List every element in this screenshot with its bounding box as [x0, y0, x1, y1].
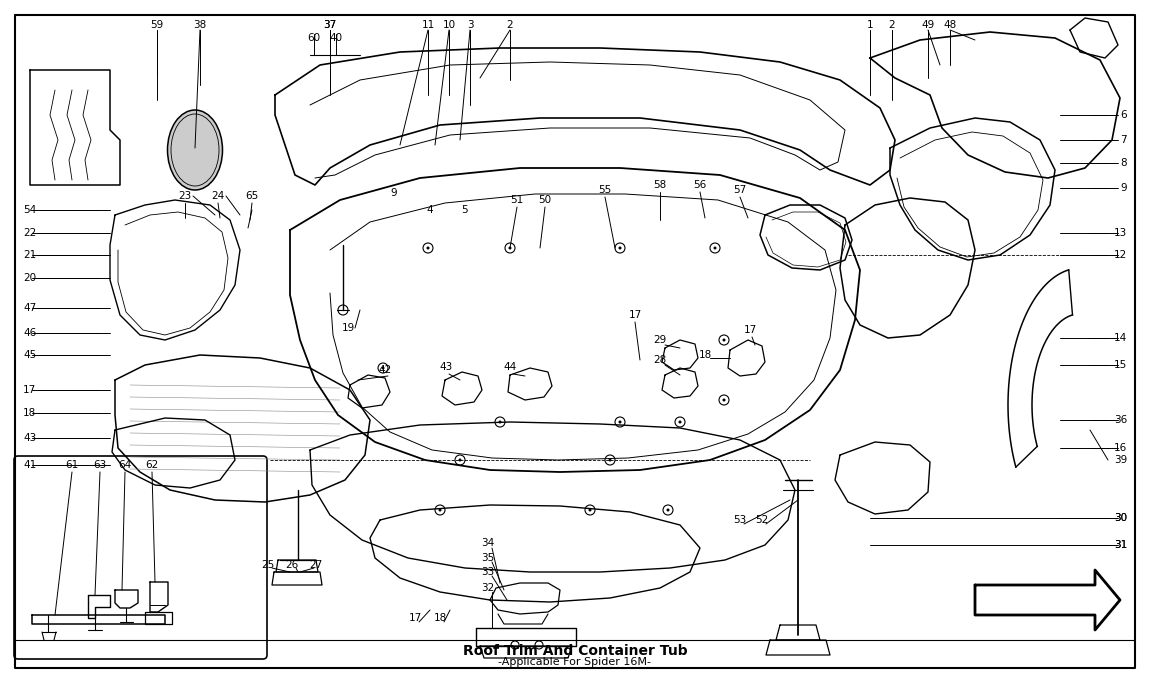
Text: 64: 64	[118, 460, 131, 470]
Text: 17: 17	[628, 310, 642, 320]
Text: 63: 63	[93, 460, 107, 470]
Text: 2: 2	[507, 20, 513, 30]
Text: 28: 28	[653, 355, 667, 365]
Text: 11: 11	[421, 20, 435, 30]
Text: 39: 39	[1113, 455, 1127, 465]
Text: 17: 17	[743, 325, 757, 335]
Circle shape	[619, 421, 621, 423]
Text: 45: 45	[23, 350, 37, 360]
Text: 33: 33	[482, 567, 494, 577]
Text: 36: 36	[1113, 415, 1127, 425]
Text: 17: 17	[23, 385, 37, 395]
Text: 20: 20	[23, 273, 36, 283]
Circle shape	[589, 509, 591, 512]
Text: 6: 6	[1120, 110, 1127, 120]
Text: 46: 46	[23, 328, 37, 338]
Circle shape	[667, 509, 669, 512]
Text: 19: 19	[342, 323, 354, 333]
Text: 30: 30	[1114, 513, 1127, 523]
Text: 43: 43	[23, 433, 37, 443]
Text: 18: 18	[434, 613, 446, 623]
Text: 65: 65	[245, 191, 259, 201]
Text: 58: 58	[653, 180, 667, 190]
Text: 44: 44	[504, 362, 516, 372]
Circle shape	[678, 421, 682, 423]
Text: 31: 31	[1113, 540, 1127, 550]
Text: 55: 55	[598, 185, 612, 195]
Text: 43: 43	[439, 362, 453, 372]
Text: 38: 38	[193, 20, 207, 30]
Circle shape	[427, 247, 429, 249]
Text: 27: 27	[309, 560, 323, 570]
Circle shape	[722, 339, 726, 342]
Text: 15: 15	[1113, 360, 1127, 370]
Text: 2: 2	[889, 20, 896, 30]
Circle shape	[619, 247, 621, 249]
Text: 40: 40	[329, 33, 343, 43]
Text: 18: 18	[698, 350, 712, 360]
Text: 41: 41	[23, 460, 37, 470]
Text: 1: 1	[867, 20, 873, 30]
Text: 25: 25	[261, 560, 275, 570]
Text: 30: 30	[1114, 513, 1127, 523]
Text: 62: 62	[145, 460, 159, 470]
Circle shape	[382, 367, 384, 370]
Text: 32: 32	[482, 583, 494, 593]
Text: 9: 9	[1120, 183, 1127, 193]
Text: 31: 31	[1113, 540, 1127, 550]
Text: 5: 5	[461, 205, 468, 215]
Text: 34: 34	[482, 538, 494, 548]
Text: 51: 51	[511, 195, 523, 205]
Text: 13: 13	[1113, 228, 1127, 238]
Text: 24: 24	[212, 191, 224, 201]
Text: 3: 3	[467, 20, 474, 30]
Text: 12: 12	[1113, 250, 1127, 260]
Text: 48: 48	[943, 20, 957, 30]
Text: 23: 23	[178, 191, 192, 201]
Text: 7: 7	[1120, 135, 1127, 145]
Text: 35: 35	[482, 553, 494, 563]
Text: 9: 9	[391, 188, 397, 198]
Text: 50: 50	[538, 195, 552, 205]
Text: 21: 21	[23, 250, 37, 260]
Text: 53: 53	[734, 515, 746, 525]
Text: 42: 42	[378, 365, 392, 375]
Text: 61: 61	[66, 460, 78, 470]
Circle shape	[459, 458, 461, 462]
Text: 14: 14	[1113, 333, 1127, 343]
Text: 4: 4	[427, 205, 434, 215]
Text: 8: 8	[1120, 158, 1127, 168]
Text: 60: 60	[307, 33, 321, 43]
Text: 54: 54	[23, 205, 37, 215]
Circle shape	[438, 509, 442, 512]
Text: 56: 56	[693, 180, 706, 190]
Circle shape	[508, 247, 512, 249]
Circle shape	[608, 458, 612, 462]
Text: 49: 49	[921, 20, 935, 30]
Text: 37: 37	[323, 20, 337, 30]
Text: 59: 59	[151, 20, 163, 30]
Text: Roof Trim And Container Tub: Roof Trim And Container Tub	[462, 644, 688, 658]
Circle shape	[713, 247, 716, 249]
Text: 47: 47	[23, 303, 37, 313]
Text: 18: 18	[23, 408, 37, 418]
Text: 17: 17	[408, 613, 422, 623]
Text: -Applicable For Spider 16M-: -Applicable For Spider 16M-	[498, 657, 652, 667]
Text: 10: 10	[443, 20, 455, 30]
Text: 57: 57	[734, 185, 746, 195]
Text: 52: 52	[756, 515, 768, 525]
Ellipse shape	[168, 110, 222, 190]
Text: 22: 22	[23, 228, 37, 238]
Text: 26: 26	[285, 560, 299, 570]
Text: 29: 29	[653, 335, 667, 345]
Circle shape	[722, 398, 726, 402]
Text: 37: 37	[323, 20, 337, 30]
Text: 16: 16	[1113, 443, 1127, 453]
Circle shape	[498, 421, 501, 423]
